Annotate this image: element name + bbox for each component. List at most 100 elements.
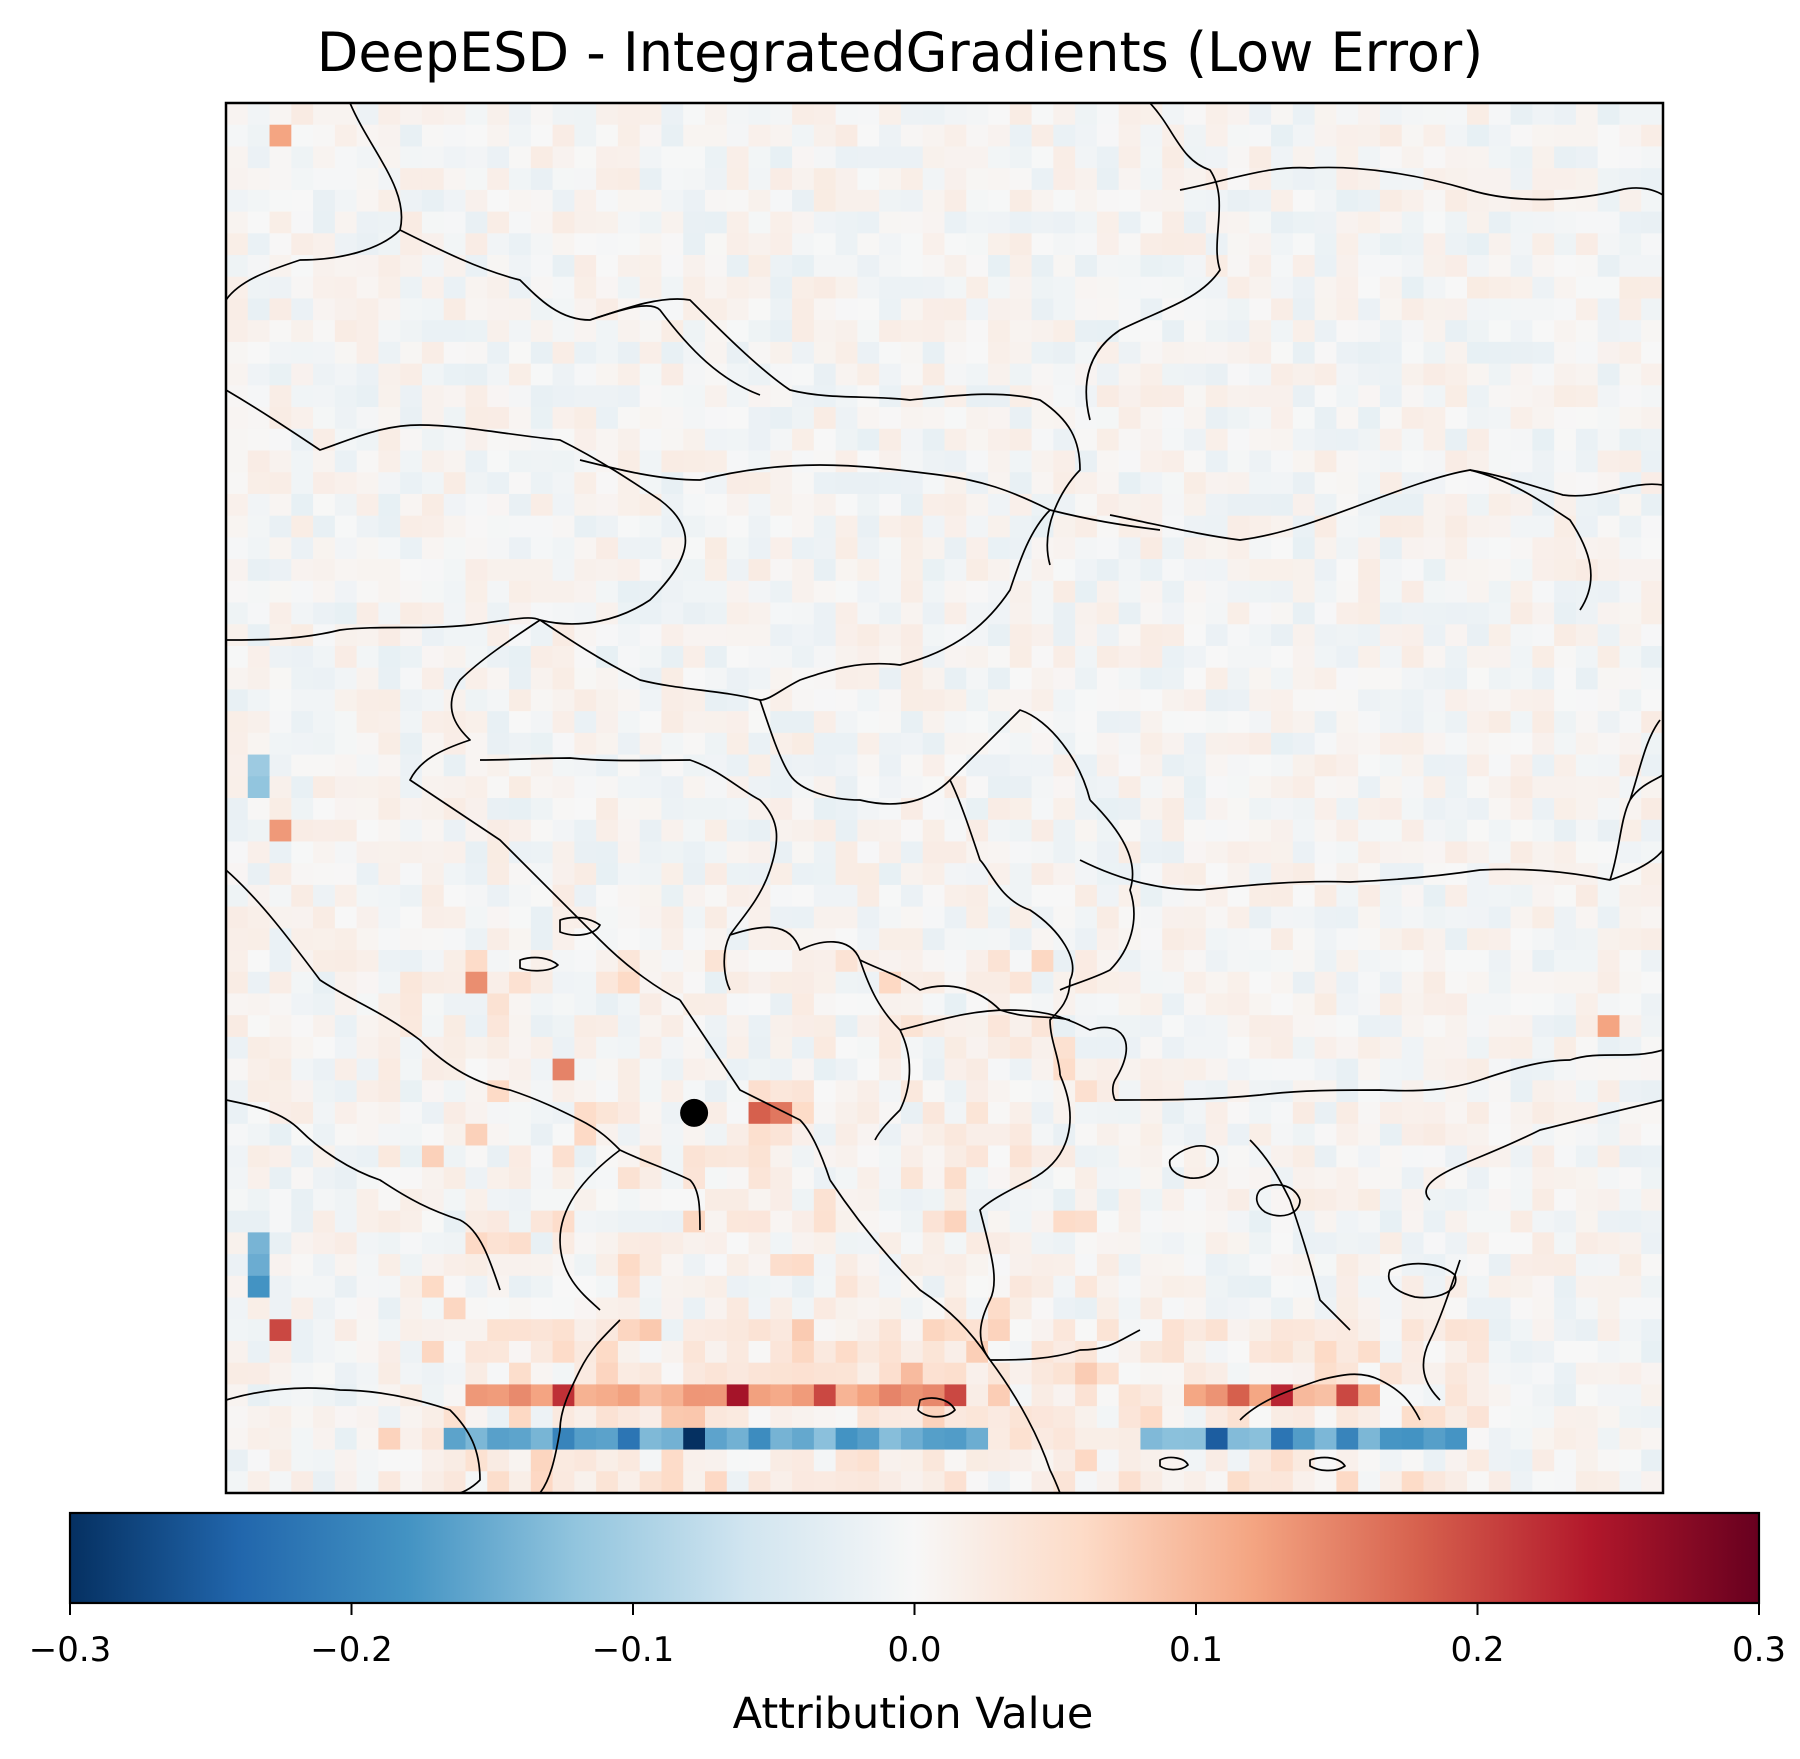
heatmap-cell bbox=[661, 928, 684, 951]
heatmap-cell bbox=[1510, 580, 1533, 604]
heatmap-cell bbox=[966, 1471, 989, 1493]
heatmap-cell bbox=[1467, 928, 1490, 951]
heatmap-cell bbox=[574, 1319, 597, 1342]
heatmap-cell bbox=[988, 298, 1011, 321]
heatmap-cell bbox=[792, 1449, 815, 1472]
heatmap-cell bbox=[966, 189, 989, 213]
heatmap-cell bbox=[465, 1145, 488, 1168]
heatmap-cell bbox=[1053, 906, 1076, 929]
heatmap-cell bbox=[835, 1449, 859, 1472]
heatmap-cell bbox=[813, 602, 837, 625]
heatmap-cell bbox=[400, 884, 423, 908]
heatmap-cell bbox=[1532, 1232, 1555, 1255]
heatmap-cell bbox=[813, 971, 837, 995]
heatmap-cell bbox=[1118, 1427, 1142, 1451]
heatmap-cell bbox=[1401, 1275, 1425, 1299]
heatmap-cell bbox=[574, 1167, 597, 1190]
heatmap-cell bbox=[291, 1449, 314, 1472]
heatmap-cell bbox=[726, 1471, 750, 1493]
heatmap-cell bbox=[1401, 1232, 1425, 1255]
heatmap-cell bbox=[792, 1015, 815, 1038]
heatmap-cell bbox=[269, 515, 292, 538]
heatmap-cell bbox=[1575, 993, 1599, 1016]
heatmap-cell bbox=[617, 624, 641, 647]
heatmap-cell bbox=[1162, 146, 1185, 169]
heatmap-cell bbox=[1118, 472, 1142, 495]
heatmap-cell bbox=[1184, 385, 1207, 408]
heatmap-cell bbox=[1467, 993, 1490, 1016]
heatmap-cell bbox=[487, 711, 510, 734]
heatmap-cell bbox=[1140, 1188, 1163, 1212]
heatmap-cell bbox=[378, 689, 401, 712]
heatmap-cell bbox=[1053, 602, 1076, 625]
heatmap-cell bbox=[857, 1080, 880, 1103]
heatmap-cell bbox=[1379, 841, 1403, 864]
heatmap-cell bbox=[1162, 472, 1185, 495]
heatmap-cell bbox=[705, 515, 728, 538]
heatmap-cell bbox=[1292, 472, 1316, 495]
heatmap-cell bbox=[1401, 776, 1425, 799]
heatmap-cell bbox=[226, 689, 249, 712]
heatmap-cell bbox=[1401, 1319, 1425, 1342]
heatmap-cell bbox=[922, 146, 946, 169]
heatmap-cell bbox=[1575, 950, 1599, 973]
heatmap-cell bbox=[792, 255, 815, 278]
heatmap-cell bbox=[465, 841, 488, 864]
heatmap-cell bbox=[465, 385, 488, 408]
heatmap-cell bbox=[1205, 428, 1229, 452]
heatmap-cell bbox=[966, 407, 989, 430]
heatmap-cell bbox=[1336, 1102, 1359, 1125]
heatmap-cell bbox=[1162, 450, 1185, 473]
heatmap-cell bbox=[1619, 993, 1642, 1016]
heatmap-cell bbox=[988, 1080, 1011, 1103]
heatmap-cell bbox=[1619, 515, 1642, 538]
heatmap-cell bbox=[1140, 146, 1163, 169]
heatmap-cell bbox=[1575, 428, 1599, 452]
heatmap-cell bbox=[1445, 515, 1468, 538]
heatmap-cell bbox=[596, 493, 619, 517]
heatmap-cell bbox=[1227, 298, 1250, 321]
heatmap-cell bbox=[1140, 320, 1163, 343]
heatmap-cell bbox=[1532, 1145, 1555, 1168]
heatmap-cell bbox=[1227, 1449, 1250, 1472]
heatmap-cell bbox=[705, 1254, 728, 1277]
heatmap-cell bbox=[465, 863, 488, 886]
heatmap-cell bbox=[639, 906, 663, 929]
heatmap-cell bbox=[1009, 276, 1033, 300]
heatmap-cell bbox=[400, 667, 423, 691]
heatmap-cell bbox=[1379, 580, 1403, 604]
heatmap-cell bbox=[879, 385, 902, 408]
heatmap-cell bbox=[291, 906, 314, 929]
heatmap-cell bbox=[922, 1058, 946, 1081]
heatmap-cell bbox=[226, 450, 249, 473]
heatmap-cell bbox=[1292, 580, 1316, 604]
heatmap-cell bbox=[617, 602, 641, 625]
heatmap-cell bbox=[313, 124, 336, 148]
heatmap-cell bbox=[1249, 798, 1272, 821]
heatmap-cell bbox=[1140, 233, 1163, 256]
heatmap-cell bbox=[1249, 1449, 1272, 1472]
heatmap-cell bbox=[1423, 1036, 1446, 1060]
heatmap-cell bbox=[1118, 146, 1142, 169]
heatmap-cell bbox=[1532, 1167, 1555, 1190]
heatmap-cell bbox=[509, 320, 532, 343]
heatmap-cell bbox=[313, 493, 336, 517]
heatmap-cell bbox=[1118, 537, 1142, 560]
heatmap-cell bbox=[726, 645, 750, 669]
heatmap-cell bbox=[813, 993, 837, 1016]
heatmap-cell bbox=[400, 950, 423, 973]
heatmap-cell bbox=[1314, 211, 1338, 234]
heatmap-cell bbox=[1031, 1167, 1054, 1190]
heatmap-cell bbox=[1358, 211, 1381, 234]
heatmap-cell bbox=[944, 1319, 967, 1342]
heatmap-cell bbox=[574, 776, 597, 799]
heatmap-cell bbox=[334, 1297, 358, 1320]
heatmap-cell bbox=[487, 732, 510, 756]
heatmap-cell bbox=[1249, 754, 1272, 777]
heatmap-cell bbox=[966, 732, 989, 756]
heatmap-cell bbox=[1401, 472, 1425, 495]
heatmap-cell bbox=[334, 863, 358, 886]
heatmap-cell bbox=[1031, 1015, 1054, 1038]
heatmap-cell bbox=[792, 841, 815, 864]
heatmap-cell bbox=[705, 1471, 728, 1493]
